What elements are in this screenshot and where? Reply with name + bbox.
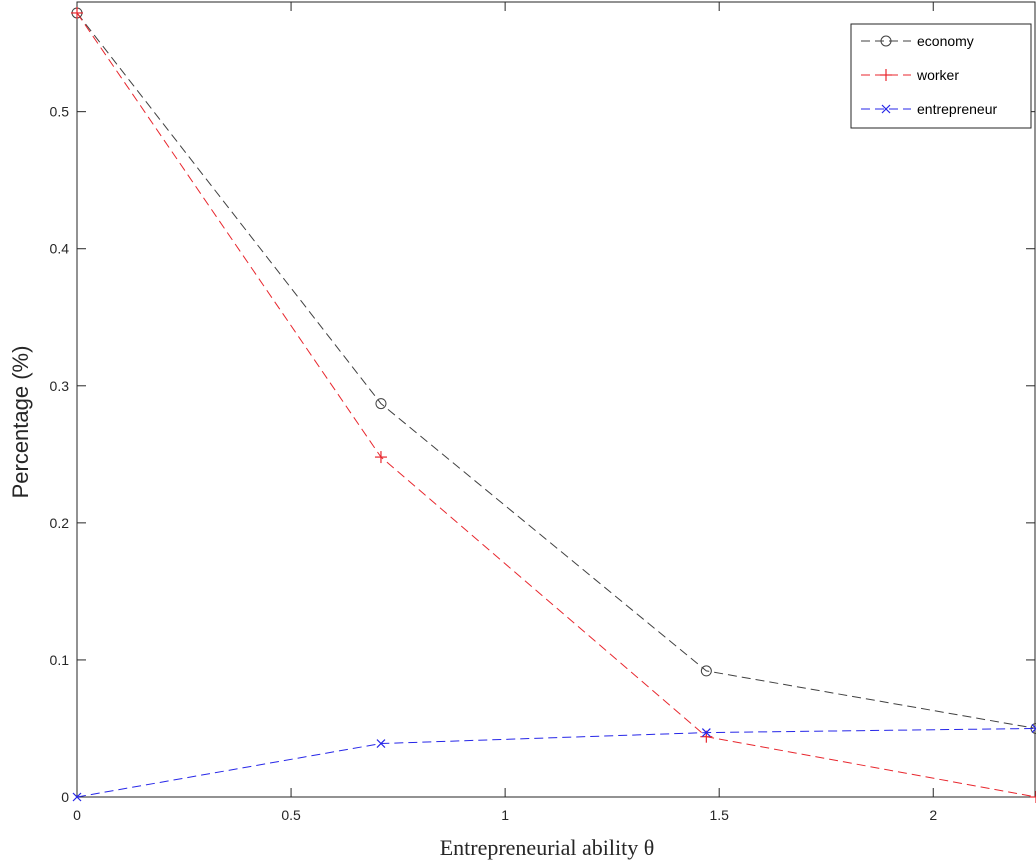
y-tick-label: 0.1 <box>50 652 70 668</box>
legend-item-worker: worker <box>861 67 959 83</box>
legend-item-entrepreneur: entrepreneur <box>861 101 998 117</box>
y-tick-label: 0.4 <box>50 241 70 257</box>
x-tick-label: 0 <box>73 807 81 823</box>
legend-marker <box>880 35 892 47</box>
data-point-worker <box>71 6 83 19</box>
data-point-worker <box>374 451 387 464</box>
legend-marker <box>881 104 891 114</box>
legend-label: economy <box>917 33 974 49</box>
legend: economy worker entrepreneur <box>850 23 1032 129</box>
x-tick-label: 1 <box>501 807 509 823</box>
data-point-entrepreneur-b <box>72 792 82 802</box>
legend-label: worker <box>916 67 959 83</box>
data-point-economy <box>700 665 712 677</box>
series-line-worker <box>76 12 1036 798</box>
data-point-entrepreneur <box>701 728 711 738</box>
axes-box <box>76 1 1036 798</box>
x-tick-label: 0.5 <box>281 807 301 823</box>
series-line-economy <box>76 12 1036 729</box>
x-axis-label: Entrepreneurial ability θ <box>440 835 655 860</box>
y-tick-label: 0.5 <box>50 104 70 120</box>
series-worker <box>71 6 1036 803</box>
legend-label: entrepreneur <box>917 101 998 117</box>
data-point-entrepreneur-a <box>1031 724 1036 730</box>
y-axis-label: Percentage (%) <box>8 346 33 499</box>
legend-marker-b <box>881 104 891 114</box>
data-point-economy <box>375 398 387 410</box>
data-point-entrepreneur <box>72 792 82 802</box>
series-entrepreneur <box>72 724 1036 802</box>
y-tick-label: 0 <box>61 789 69 805</box>
data-point-worker <box>1030 791 1036 803</box>
data-point-entrepreneur-b <box>376 739 386 748</box>
legend-marker <box>880 69 892 81</box>
y-tick-label: 0.3 <box>50 378 70 394</box>
x-tick-label: 1.5 <box>709 807 729 823</box>
y-tick-label: 0.2 <box>50 515 70 531</box>
data-point-entrepreneur-b <box>701 728 711 738</box>
data-point-entrepreneur <box>376 739 386 748</box>
series-line-entrepreneur <box>76 727 1036 798</box>
legend-item-economy: economy <box>861 33 974 49</box>
data-point-entrepreneur <box>1031 724 1036 733</box>
x-tick-label: 2 <box>929 807 937 823</box>
data-point-entrepreneur-b <box>1031 727 1036 733</box>
